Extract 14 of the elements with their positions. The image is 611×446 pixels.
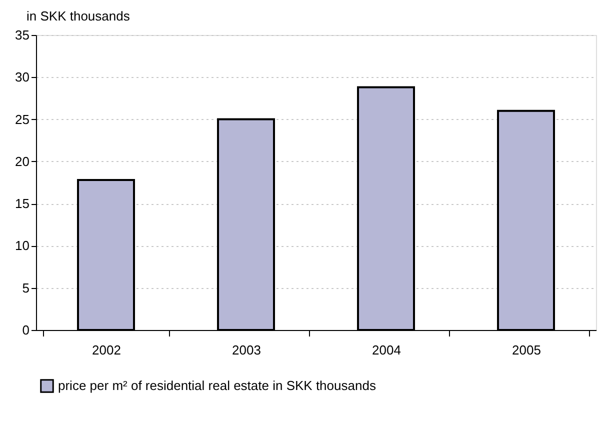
- y-tick-label: 10: [15, 238, 30, 254]
- y-tick-label: 5: [22, 280, 30, 296]
- x-tick-label: 2004: [372, 342, 401, 358]
- legend-label: price per m² of residential real estate in SKK thousands: [58, 378, 376, 393]
- y-tick-label: 25: [15, 112, 30, 127]
- x-tick-label: 2005: [512, 342, 541, 358]
- y-tick-label: 30: [15, 70, 30, 85]
- y-tick-label: 0: [22, 322, 30, 338]
- y-axis-title: in SKK thousands: [26, 8, 130, 24]
- y-tick-label: 20: [15, 154, 30, 169]
- y-tick-label: 35: [15, 28, 30, 42]
- y-tick-label: 15: [15, 196, 30, 212]
- x-tick-label: 2002: [92, 342, 121, 358]
- x-tick-label: 2003: [232, 342, 261, 358]
